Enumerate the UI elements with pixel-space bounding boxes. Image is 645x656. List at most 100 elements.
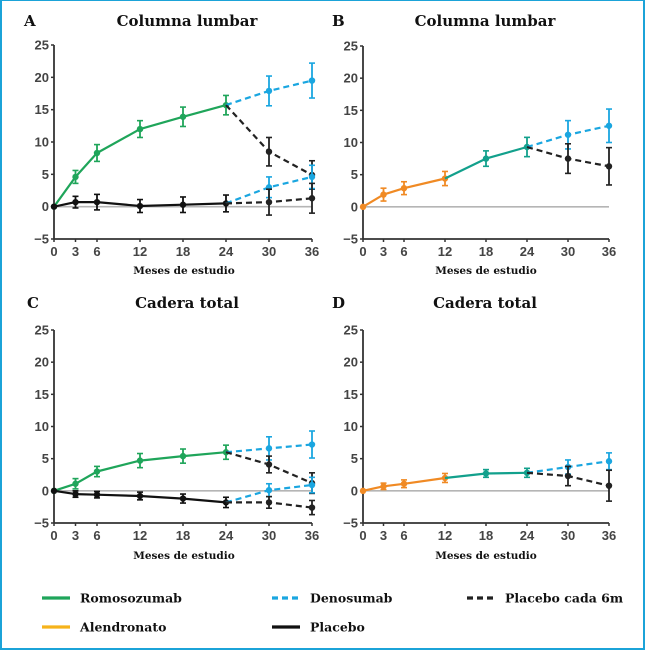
data-point (605, 122, 613, 129)
y-tick-label: 5 (42, 451, 49, 466)
data-point (359, 203, 367, 211)
data-point (179, 113, 187, 120)
x-tick-label: 30 (561, 244, 575, 259)
panel-letter: A (23, 12, 36, 30)
x-tick-label: 0 (50, 244, 57, 259)
data-point (380, 483, 387, 490)
data-point (308, 77, 316, 84)
y-tick-label: −5 (343, 232, 358, 247)
x-tick-label: 30 (262, 528, 276, 543)
series-line (53, 489, 227, 504)
x-tick-label: 3 (72, 528, 79, 543)
y-tick-label: −5 (34, 232, 49, 247)
legend: Romosozumab Denosumab Placebo cada 6m Alend… (42, 591, 623, 635)
legend-label: Alendronato (79, 620, 166, 635)
data-point (482, 470, 490, 477)
x-tick-label: 18 (176, 244, 190, 259)
series-placebo-cada-6m-tras-placebo (226, 495, 316, 516)
series-denosumab-tras-placebo (225, 164, 316, 205)
x-tick-label: 24 (520, 528, 535, 543)
series-denosumab (526, 452, 613, 475)
x-axis-label: Meses de estudio (133, 550, 235, 562)
panel-title: Cadera total (433, 294, 537, 312)
series-line (53, 451, 227, 492)
series-romosozumab (50, 94, 230, 210)
data-point (136, 125, 144, 133)
series-romosozumab-tras-alendronato (444, 136, 531, 180)
y-tick-label: 20 (344, 355, 358, 370)
legend-item-placebo-cada-6m: Placebo cada 6m (467, 591, 623, 606)
series-placebo (50, 487, 230, 509)
x-tick-label: 18 (479, 244, 493, 259)
x-tick-label: 6 (93, 244, 100, 259)
y-tick-label: 15 (344, 387, 358, 402)
y-tick-label: 10 (344, 419, 358, 434)
data-point (93, 149, 101, 157)
legend-label: Placebo (310, 620, 365, 635)
data-point (93, 198, 101, 206)
data-point (265, 198, 273, 206)
x-tick-label: 36 (305, 528, 319, 543)
y-tick-label: 25 (35, 38, 49, 53)
legend-label: Romosozumab (80, 591, 182, 606)
y-tick-label: 20 (35, 70, 49, 85)
data-point (359, 487, 367, 495)
x-tick-label: 12 (438, 244, 452, 259)
panel-title: Columna lumbar (415, 12, 557, 30)
y-tick-label: −5 (34, 516, 49, 531)
panel-letter: C (27, 294, 39, 312)
x-tick-label: 6 (400, 244, 407, 259)
data-point (564, 131, 572, 138)
y-tick-label: 5 (351, 167, 358, 182)
data-point (605, 458, 613, 465)
y-tick-label: 15 (35, 102, 49, 117)
data-point (72, 480, 79, 487)
x-tick-label: 30 (561, 528, 575, 543)
x-tick-label: 18 (176, 528, 190, 543)
x-tick-label: 0 (359, 244, 366, 259)
y-tick-label: 5 (42, 167, 49, 182)
data-point (605, 163, 613, 170)
data-point (265, 87, 273, 95)
x-tick-label: 12 (438, 528, 452, 543)
x-axis-label: Meses de estudio (133, 265, 235, 277)
y-tick-label: 10 (35, 135, 49, 150)
x-tick-label: 36 (305, 244, 319, 259)
x-tick-label: 36 (602, 528, 616, 543)
data-point (308, 504, 316, 511)
data-point (482, 155, 490, 162)
legend-label: Denosumab (310, 591, 393, 606)
data-point (72, 198, 79, 206)
x-tick-label: 6 (400, 528, 407, 543)
y-tick-label: 10 (35, 419, 49, 434)
legend-item-denosumab: Denosumab (272, 591, 393, 606)
series-alendronato (359, 170, 449, 211)
data-point (179, 495, 187, 502)
series-placebo-cada-6m-tras-placebo (225, 182, 316, 216)
series-placebo-cada-6m-tras-romosozumab (225, 451, 316, 495)
panel-title: Columna lumbar (117, 12, 259, 30)
x-tick-label: 3 (72, 244, 79, 259)
x-tick-label: 0 (359, 528, 366, 543)
data-point (179, 201, 187, 208)
data-point (605, 482, 613, 489)
x-tick-label: 3 (380, 528, 387, 543)
y-tick-label: 15 (344, 103, 358, 118)
y-tick-label: 15 (35, 387, 49, 402)
data-point (179, 452, 187, 460)
series-line (53, 104, 227, 208)
data-point (308, 481, 316, 489)
data-point (564, 472, 572, 480)
data-point (308, 195, 316, 202)
data-point (265, 499, 273, 506)
data-point (308, 173, 316, 181)
x-axis-label: Meses de estudio (435, 265, 537, 277)
data-point (265, 148, 273, 155)
y-tick-label: 20 (35, 355, 49, 370)
